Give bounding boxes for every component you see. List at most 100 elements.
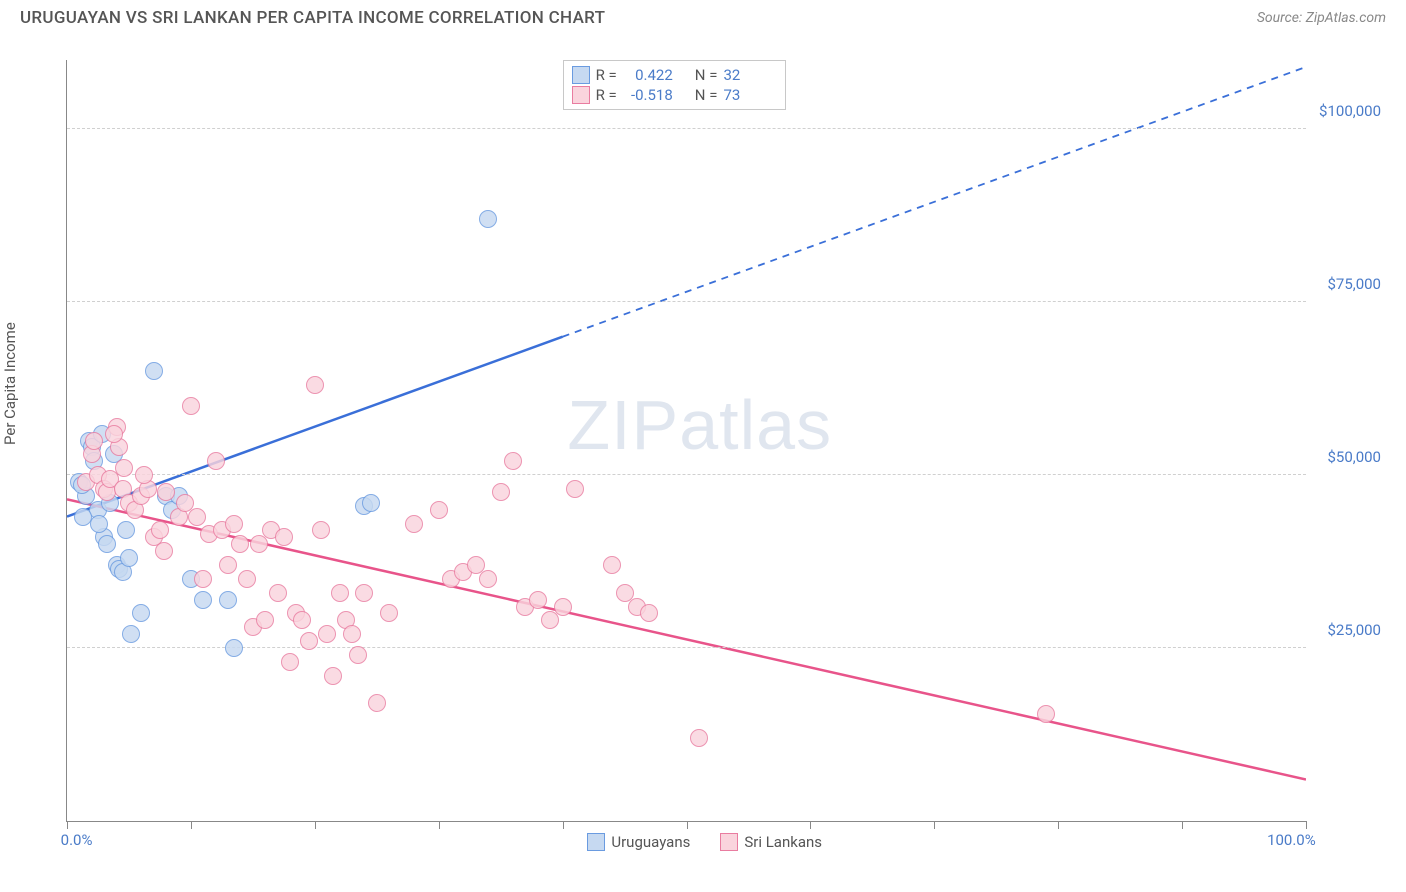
legend-r-value: 0.422 <box>623 66 673 84</box>
x-tick <box>1182 821 1183 829</box>
x-tick <box>810 821 811 829</box>
data-point <box>281 653 299 671</box>
data-point <box>225 639 243 657</box>
legend-swatch <box>572 66 590 84</box>
y-tick-label: $100,000 <box>1319 102 1381 120</box>
data-point <box>238 570 256 588</box>
legend-r-label: R = <box>596 66 617 84</box>
data-point <box>343 625 361 643</box>
legend-n-value: 73 <box>723 86 773 104</box>
series-legend: Uruguayans Sri Lankans <box>587 833 822 851</box>
data-point <box>275 528 293 546</box>
series-legend-item: Sri Lankans <box>720 833 822 851</box>
data-point <box>256 611 274 629</box>
watermark: ZIPatlas <box>567 385 832 465</box>
y-tick-label: $75,000 <box>1327 275 1381 293</box>
y-axis-label: Per Capita Income <box>1 322 19 445</box>
data-point <box>355 584 373 602</box>
data-point <box>105 425 123 443</box>
series-legend-item: Uruguayans <box>587 833 690 851</box>
x-tick <box>934 821 935 829</box>
x-tick <box>687 821 688 829</box>
data-point <box>182 397 200 415</box>
legend-row: R =-0.518N =73 <box>572 85 774 105</box>
data-point <box>157 483 175 501</box>
data-point <box>492 483 510 501</box>
stats-legend: R =0.422N =32R =-0.518N =73 <box>563 60 787 110</box>
legend-n-value: 32 <box>723 66 773 84</box>
data-point <box>145 362 163 380</box>
series-name: Uruguayans <box>611 833 690 851</box>
data-point <box>405 515 423 533</box>
data-point <box>690 729 708 747</box>
data-point <box>225 515 243 533</box>
data-point <box>640 604 658 622</box>
x-tick <box>439 821 440 829</box>
data-point <box>151 521 169 539</box>
trend-lines <box>67 60 1306 821</box>
x-tick-label: 100.0% <box>1267 831 1316 849</box>
data-point <box>219 556 237 574</box>
data-point <box>250 535 268 553</box>
y-tick-label: $25,000 <box>1327 621 1381 639</box>
data-point <box>529 591 547 609</box>
data-point <box>331 584 349 602</box>
data-point <box>90 515 108 533</box>
data-point <box>194 591 212 609</box>
data-point <box>155 542 173 560</box>
data-point <box>188 508 206 526</box>
x-tick <box>67 821 68 829</box>
data-point <box>362 494 380 512</box>
data-point <box>430 501 448 519</box>
legend-row: R = 0.422 N = 32 <box>572 65 774 85</box>
series-name: Sri Lankans <box>744 833 822 851</box>
data-point <box>219 591 237 609</box>
data-point <box>293 611 311 629</box>
data-point <box>122 625 140 643</box>
chart-title: URUGUAYAN VS SRI LANKAN PER CAPITA INCOM… <box>20 8 605 28</box>
grid-line <box>67 474 1306 475</box>
data-point <box>554 598 572 616</box>
data-point <box>117 521 135 539</box>
data-point <box>324 667 342 685</box>
x-tick <box>315 821 316 829</box>
data-point <box>380 604 398 622</box>
data-point <box>603 556 621 574</box>
data-point <box>115 459 133 477</box>
data-point <box>176 494 194 512</box>
data-point <box>300 632 318 650</box>
data-point <box>85 432 103 450</box>
data-point <box>349 646 367 664</box>
x-tick-label: 0.0% <box>61 831 93 849</box>
data-point <box>207 452 225 470</box>
grid-line <box>67 647 1306 648</box>
data-point <box>479 570 497 588</box>
x-tick <box>563 821 564 829</box>
data-point <box>120 549 138 567</box>
data-point <box>312 521 330 539</box>
legend-swatch <box>587 833 605 851</box>
data-point <box>1037 705 1055 723</box>
data-point <box>194 570 212 588</box>
data-point <box>566 480 584 498</box>
legend-r-label: R = <box>596 86 617 104</box>
y-tick-label: $50,000 <box>1327 448 1381 466</box>
legend-n-label: N = <box>695 66 718 84</box>
data-point <box>231 535 249 553</box>
legend-n-label: N = <box>695 86 718 104</box>
plot-area: ZIPatlas R =0.422N =32R =-0.518N =73 Uru… <box>66 60 1306 822</box>
legend-swatch <box>720 833 738 851</box>
data-point <box>269 584 287 602</box>
source-attribution: Source: ZipAtlas.com <box>1257 10 1386 26</box>
x-tick <box>1058 821 1059 829</box>
data-point <box>132 604 150 622</box>
data-point <box>318 625 336 643</box>
legend-swatch <box>572 86 590 104</box>
x-tick <box>1306 821 1307 829</box>
data-point <box>504 452 522 470</box>
data-point <box>479 210 497 228</box>
data-point <box>368 694 386 712</box>
data-point <box>306 376 324 394</box>
grid-line <box>67 301 1306 302</box>
x-tick <box>191 821 192 829</box>
